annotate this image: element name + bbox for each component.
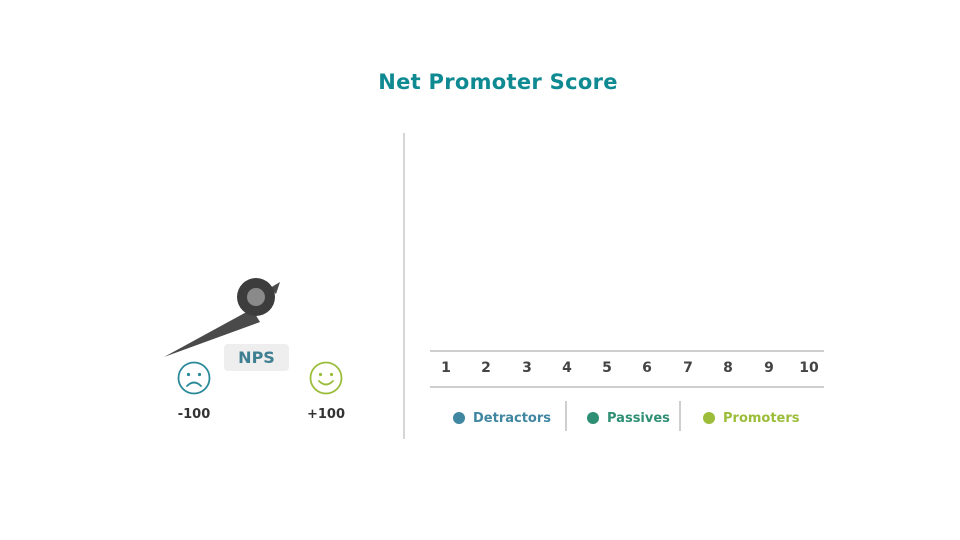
scale-bottom-rule <box>430 386 824 388</box>
happy-face-icon <box>309 361 343 395</box>
legend-label: Promoters <box>723 410 800 426</box>
scale-number: 5 <box>602 360 612 376</box>
scale-number: 2 <box>481 360 491 376</box>
scale-number: 9 <box>764 360 774 376</box>
sad-face-icon <box>177 361 211 395</box>
legend-label: Detractors <box>473 410 552 426</box>
gauge-hub-inner <box>247 288 265 306</box>
scale-number: 7 <box>683 360 693 376</box>
scale-number: 4 <box>562 360 572 376</box>
promoters-dot-icon <box>703 412 715 424</box>
legend-separator <box>679 401 681 431</box>
scale-number: 3 <box>522 360 532 376</box>
scale-number: 8 <box>723 360 733 376</box>
section-divider <box>403 133 405 439</box>
scale-number: 10 <box>799 360 819 376</box>
legend-item-detractors: Detractors <box>453 408 551 428</box>
legend-item-passives: Passives <box>587 408 670 428</box>
scale-number: 6 <box>642 360 652 376</box>
legend-item-promoters: Promoters <box>703 408 800 428</box>
gauge-max-label: +100 <box>306 407 346 422</box>
scale-top-rule <box>430 350 824 352</box>
legend-label: Passives <box>607 410 670 426</box>
gauge-needle-tip <box>270 282 280 294</box>
gauge-min-label: -100 <box>177 407 211 422</box>
chart-title: Net Promoter Score <box>378 70 618 94</box>
passives-dot-icon <box>587 412 599 424</box>
gauge-needle <box>164 309 260 357</box>
nps-badge: NPS <box>224 344 289 371</box>
scale-number: 1 <box>441 360 451 376</box>
nps-gauge-needle-icon <box>164 278 280 357</box>
legend-separator <box>565 401 567 431</box>
detractors-dot-icon <box>453 412 465 424</box>
